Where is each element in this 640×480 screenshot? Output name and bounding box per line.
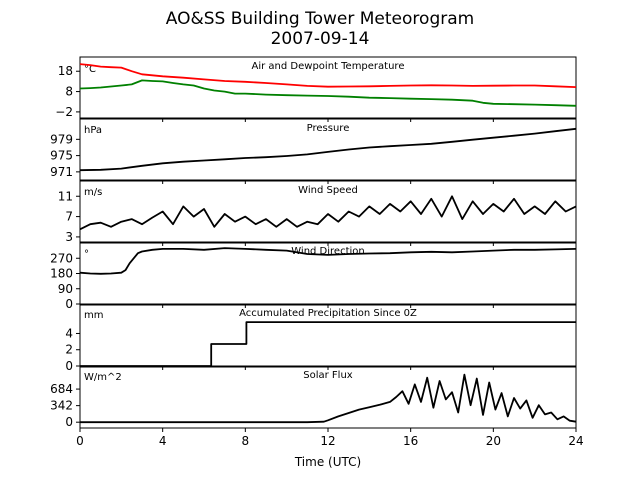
panel-title-precipitation: Accumulated Precipitation Since 0Z bbox=[239, 308, 417, 319]
x-tick-label: 8 bbox=[242, 434, 250, 448]
y-tick-label-wind-direction: 270 bbox=[50, 251, 73, 265]
y-tick-label-pressure: 975 bbox=[50, 149, 73, 163]
panel-title-pressure: Pressure bbox=[307, 123, 350, 134]
series-line-wind-speed-0 bbox=[79, 195, 577, 231]
panel-title-solar-flux: Solar Flux bbox=[303, 370, 353, 381]
y-tick-label-pressure: 971 bbox=[50, 165, 73, 179]
unit-label-precipitation: mm bbox=[84, 310, 103, 321]
panel-title-wind-direction: Wind Direction bbox=[291, 246, 365, 257]
y-tick-label-wind-speed: 11 bbox=[58, 189, 73, 203]
y-tick-label-solar-flux: 0 bbox=[65, 415, 73, 429]
series-line-precipitation-0 bbox=[80, 321, 576, 367]
y-tick-label-wind-speed: 3 bbox=[65, 230, 73, 244]
unit-label-temperature: °C bbox=[84, 64, 96, 75]
series-line-temperature-1 bbox=[79, 79, 577, 107]
y-tick-label-pressure: 979 bbox=[50, 132, 73, 146]
panel-title-temperature: Air and Dewpoint Temperature bbox=[252, 61, 405, 72]
y-tick-label-wind-direction: 180 bbox=[50, 267, 73, 281]
y-tick-label-solar-flux: 342 bbox=[50, 399, 73, 413]
y-tick-label-precipitation: 0 bbox=[65, 359, 73, 373]
panel-solar-flux: Solar Flux W/m^2 0 342 684 bbox=[50, 366, 577, 432]
unit-label-solar-flux: W/m^2 bbox=[84, 372, 122, 383]
unit-label-wind-direction: ° bbox=[84, 249, 89, 260]
y-tick-label-wind-direction: 90 bbox=[58, 282, 73, 296]
series-line-solar-flux-0 bbox=[80, 373, 577, 424]
y-tick-label-precipitation: 2 bbox=[65, 343, 73, 357]
x-tick-label: 24 bbox=[568, 434, 583, 448]
chart-title: AO&SS Building Tower Meteorogram bbox=[166, 9, 474, 29]
panel-precipitation: Accumulated Precipitation Since 0Z mm 0 2… bbox=[65, 304, 577, 373]
panel-temperature: Air and Dewpoint Temperature °C −2 8 18 bbox=[55, 56, 577, 122]
y-tick-label-solar-flux: 684 bbox=[50, 382, 73, 396]
x-tick-label: 4 bbox=[159, 434, 167, 448]
x-tick-label: 16 bbox=[403, 434, 418, 448]
chart-subtitle: 2007-09-14 bbox=[271, 29, 370, 49]
y-tick-label-temperature: 8 bbox=[65, 85, 73, 99]
x-tick-label: 12 bbox=[320, 434, 335, 448]
x-axis-label: Time (UTC) bbox=[294, 455, 361, 469]
panel-pressure: Pressure hPa 971 975 979 bbox=[50, 118, 577, 184]
y-tick-label-temperature: −2 bbox=[55, 105, 73, 119]
unit-label-pressure: hPa bbox=[84, 125, 102, 136]
x-tick-label: 20 bbox=[486, 434, 501, 448]
y-tick-label-temperature: 18 bbox=[58, 64, 73, 78]
unit-label-wind-speed: m/s bbox=[84, 187, 102, 198]
panel-title-wind-speed: Wind Speed bbox=[298, 185, 358, 196]
series-line-pressure-0 bbox=[79, 127, 577, 172]
y-tick-label-precipitation: 4 bbox=[65, 326, 73, 340]
series-line-temperature-0 bbox=[79, 63, 577, 88]
y-tick-label-wind-direction: 0 bbox=[65, 297, 73, 311]
y-tick-label-wind-speed: 7 bbox=[65, 210, 73, 224]
series-line-wind-direction-0 bbox=[79, 247, 577, 275]
x-tick-label: 0 bbox=[76, 434, 84, 448]
panel-wind-speed: Wind Speed m/s 3 7 11 bbox=[58, 180, 577, 246]
